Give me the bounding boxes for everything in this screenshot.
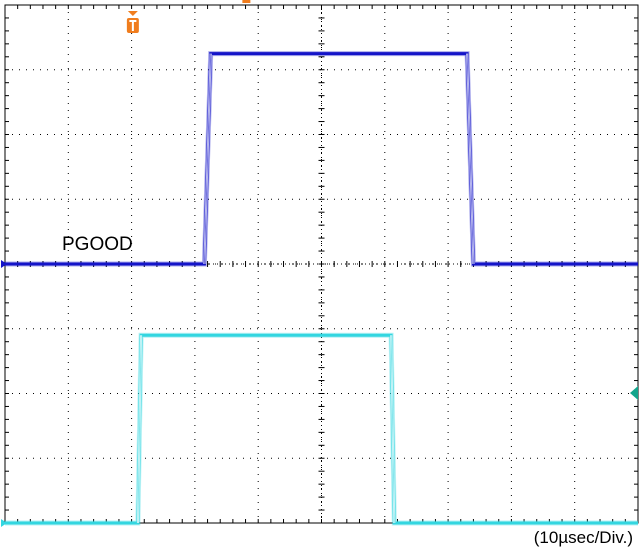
ch2-level-marker-icon: [630, 386, 638, 400]
trigger-position-bar: [242, 0, 251, 3]
series-label-pgood: PGOOD: [62, 234, 133, 255]
timebase-label: (10µsec/Div.): [533, 528, 633, 547]
series-edge: [390, 335, 395, 524]
trigger-arrow: [127, 11, 138, 16]
series-line-0: [5, 52, 638, 266]
channel-ground-marker-icon: [1, 519, 7, 527]
series-line-1: [5, 333, 638, 525]
trigger-marker-icon: [126, 11, 139, 33]
traces: [1, 51, 638, 527]
series-edge: [137, 335, 142, 524]
trigger-letter: [129, 20, 137, 31]
trigger-position-icon: [242, 0, 251, 3]
channel-ground-marker-icon: [1, 260, 7, 268]
series-edge: [203, 53, 212, 265]
series-edge: [466, 53, 474, 265]
